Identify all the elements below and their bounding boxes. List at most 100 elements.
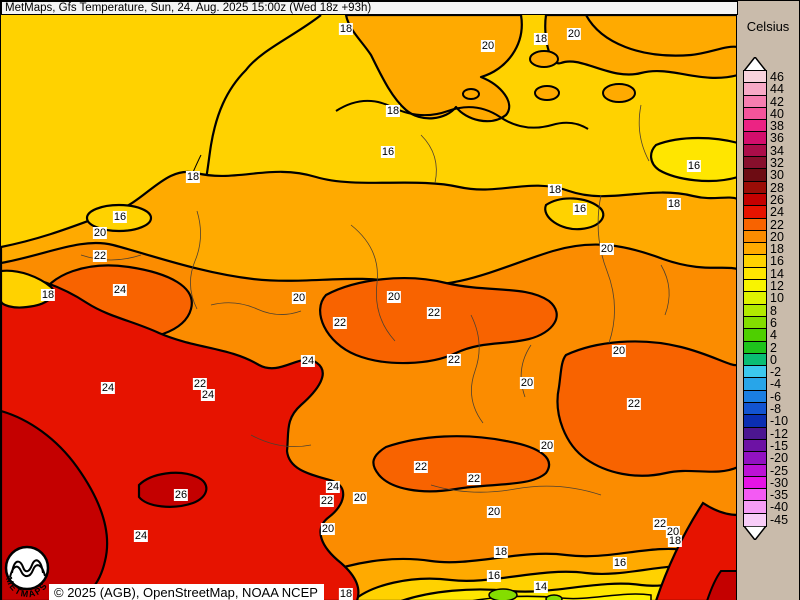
temp-band-22-24-central bbox=[319, 277, 558, 365]
legend-entry: 10 bbox=[744, 292, 788, 305]
baltic-island bbox=[462, 88, 480, 100]
legend-entry: 36 bbox=[744, 131, 788, 146]
legend-swatch bbox=[744, 230, 766, 244]
scale-arrow-up-icon bbox=[744, 57, 766, 71]
legend-entry: 42 bbox=[744, 95, 788, 108]
legend-entry: -8 bbox=[744, 403, 788, 415]
legend-value: -12 bbox=[770, 426, 789, 441]
legend-value: 26 bbox=[770, 192, 784, 207]
legend-value: 2 bbox=[770, 340, 777, 355]
map-title: MetMaps, Gfs Temperature, Sun, 24. Aug. … bbox=[5, 2, 372, 14]
legend-swatch bbox=[744, 107, 766, 121]
baltic-island bbox=[529, 50, 559, 68]
legend-value: -30 bbox=[770, 475, 789, 490]
legend-value: 30 bbox=[770, 168, 784, 183]
legend-swatch bbox=[744, 378, 766, 391]
legend-swatch bbox=[744, 243, 766, 256]
legend-value: 36 bbox=[770, 131, 784, 146]
legend-swatch bbox=[744, 304, 766, 317]
temp-band-22-24-south bbox=[372, 435, 551, 493]
legend-entry: 8 bbox=[744, 303, 788, 318]
legend-swatch bbox=[744, 316, 766, 330]
legend-scale: 46 44 42 40 38 36 34 32 30 28 26 24 22 20 18 16 14 12 10 8 6… bbox=[744, 71, 788, 526]
legend-swatch bbox=[744, 83, 766, 96]
legend-swatch bbox=[744, 501, 766, 514]
legend-swatch bbox=[744, 476, 766, 490]
legend-swatch bbox=[744, 169, 766, 182]
legend-entry: 2 bbox=[744, 340, 788, 355]
legend-value: 8 bbox=[770, 303, 777, 318]
legend-swatch bbox=[744, 464, 766, 477]
legend-entry: 44 bbox=[744, 82, 788, 97]
legend-swatch bbox=[744, 292, 766, 305]
legend-value: -10 bbox=[770, 414, 789, 429]
title-bar: MetMaps, Gfs Temperature, Sun, 24. Aug. … bbox=[1, 1, 738, 15]
legend-entry: 14 bbox=[744, 267, 788, 280]
legend-value: -45 bbox=[770, 512, 789, 527]
legend-swatch bbox=[744, 280, 766, 293]
legend-swatch bbox=[744, 427, 766, 440]
alps-cold-spot bbox=[488, 588, 518, 600]
legend-swatch bbox=[744, 144, 766, 158]
legend-swatch bbox=[744, 181, 766, 194]
legend-entry: 32 bbox=[744, 157, 788, 169]
legend-value: -35 bbox=[770, 488, 789, 503]
legend-entry: 12 bbox=[744, 280, 788, 292]
legend-value: 44 bbox=[770, 82, 784, 97]
legend-entry: -20 bbox=[744, 451, 789, 466]
legend-entry: -10 bbox=[744, 414, 789, 429]
legend-entry: 40 bbox=[744, 106, 788, 121]
legend-value: 20 bbox=[770, 229, 784, 244]
legend-swatch bbox=[744, 366, 766, 379]
legend-value: -2 bbox=[770, 365, 782, 380]
legend-entry: 34 bbox=[744, 144, 788, 158]
legend-swatch bbox=[744, 206, 766, 219]
legend-swatch bbox=[744, 439, 766, 453]
temp-band-26-28-pocket bbox=[137, 471, 208, 508]
legend-title: Celsius bbox=[746, 19, 790, 34]
legend-value: -8 bbox=[770, 402, 782, 417]
legend-value: 32 bbox=[770, 156, 784, 171]
legend-entry: 30 bbox=[744, 168, 788, 183]
legend-value: 40 bbox=[770, 106, 784, 121]
legend-entry: 0 bbox=[744, 352, 788, 367]
legend-value: 6 bbox=[770, 315, 777, 330]
legend-value: 28 bbox=[770, 180, 784, 195]
legend-value: 24 bbox=[770, 205, 784, 220]
legend-swatch bbox=[744, 403, 766, 416]
legend-entry: 20 bbox=[744, 229, 788, 244]
legend-value: 0 bbox=[770, 352, 777, 367]
legend-entry: -25 bbox=[744, 464, 788, 477]
legend-entry: -2 bbox=[744, 365, 788, 380]
legend-entry: 38 bbox=[744, 120, 788, 133]
legend-entry: 4 bbox=[744, 328, 788, 343]
legend-value: -20 bbox=[770, 451, 789, 466]
legend-value: 4 bbox=[770, 328, 777, 343]
copyright-bar: © 2025 (AGB), OpenStreetMap, NOAA NCEP bbox=[49, 584, 324, 600]
baltic-coastline bbox=[335, 100, 589, 130]
legend-swatch bbox=[744, 95, 766, 108]
legend-entry: 28 bbox=[744, 180, 788, 195]
contour-20-top bbox=[585, 15, 738, 57]
legend-entry: -15 bbox=[744, 440, 788, 452]
baltic-island bbox=[534, 85, 560, 101]
legend-swatch bbox=[744, 341, 766, 354]
legend-value: -15 bbox=[770, 438, 789, 453]
legend-entry: 16 bbox=[744, 255, 788, 268]
legend-entry: -4 bbox=[744, 378, 788, 391]
legend-value: 46 bbox=[770, 70, 784, 84]
legend-swatch bbox=[744, 513, 766, 526]
legend-value: 22 bbox=[770, 217, 784, 232]
scale-arrow-down-icon bbox=[744, 526, 766, 540]
temp-band-26-28-southeast bbox=[706, 570, 738, 600]
legend-entry: -45 bbox=[744, 512, 789, 527]
legend-entry: -35 bbox=[744, 489, 788, 501]
legend-entry: -6 bbox=[744, 389, 788, 404]
temp-band-22-24-east bbox=[556, 340, 738, 477]
legend-entry: 6 bbox=[744, 317, 788, 329]
legend-entry: 24 bbox=[744, 205, 788, 220]
metmaps-logo: METMAPS bbox=[2, 544, 54, 600]
legend-swatch bbox=[744, 415, 766, 428]
legend-value: -6 bbox=[770, 389, 782, 404]
